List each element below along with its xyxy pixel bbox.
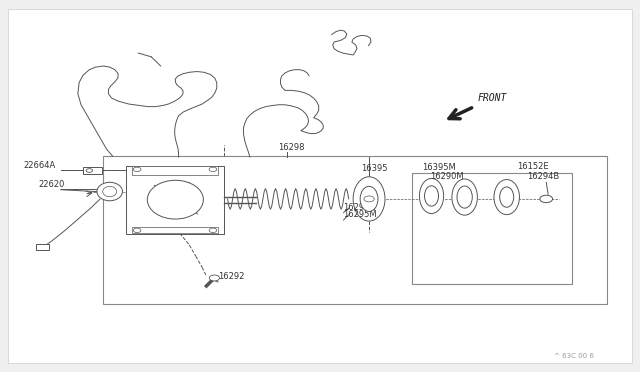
- Bar: [132, 166, 218, 175]
- Bar: [412, 173, 572, 284]
- Bar: [36, 244, 49, 250]
- Circle shape: [364, 196, 374, 202]
- Ellipse shape: [457, 186, 472, 208]
- Bar: [132, 227, 218, 233]
- Text: 16395: 16395: [362, 164, 388, 173]
- Bar: [83, 167, 102, 174]
- Ellipse shape: [353, 177, 385, 221]
- Text: 16295N: 16295N: [344, 203, 376, 212]
- Text: 22620: 22620: [38, 180, 65, 189]
- Ellipse shape: [97, 182, 122, 201]
- Ellipse shape: [419, 179, 444, 214]
- Text: 16294B: 16294B: [527, 172, 559, 182]
- Text: 22664A: 22664A: [24, 161, 56, 170]
- Ellipse shape: [360, 186, 378, 211]
- Circle shape: [209, 275, 220, 281]
- Text: 16298: 16298: [278, 143, 305, 152]
- Text: 16395M: 16395M: [422, 163, 456, 172]
- Text: 16152E: 16152E: [518, 163, 549, 171]
- Ellipse shape: [452, 179, 477, 215]
- Ellipse shape: [424, 186, 438, 206]
- Ellipse shape: [500, 187, 514, 207]
- Ellipse shape: [102, 186, 116, 197]
- Text: FRONT: FRONT: [478, 93, 508, 103]
- Text: 16292: 16292: [218, 272, 244, 281]
- Ellipse shape: [494, 180, 520, 215]
- Bar: [125, 166, 225, 234]
- Ellipse shape: [147, 180, 204, 219]
- Text: ^ 63C 00 6: ^ 63C 00 6: [554, 353, 594, 359]
- Text: 16295M: 16295M: [344, 211, 377, 219]
- Circle shape: [540, 195, 552, 203]
- Bar: [103, 157, 607, 304]
- Text: 16290M: 16290M: [429, 171, 463, 181]
